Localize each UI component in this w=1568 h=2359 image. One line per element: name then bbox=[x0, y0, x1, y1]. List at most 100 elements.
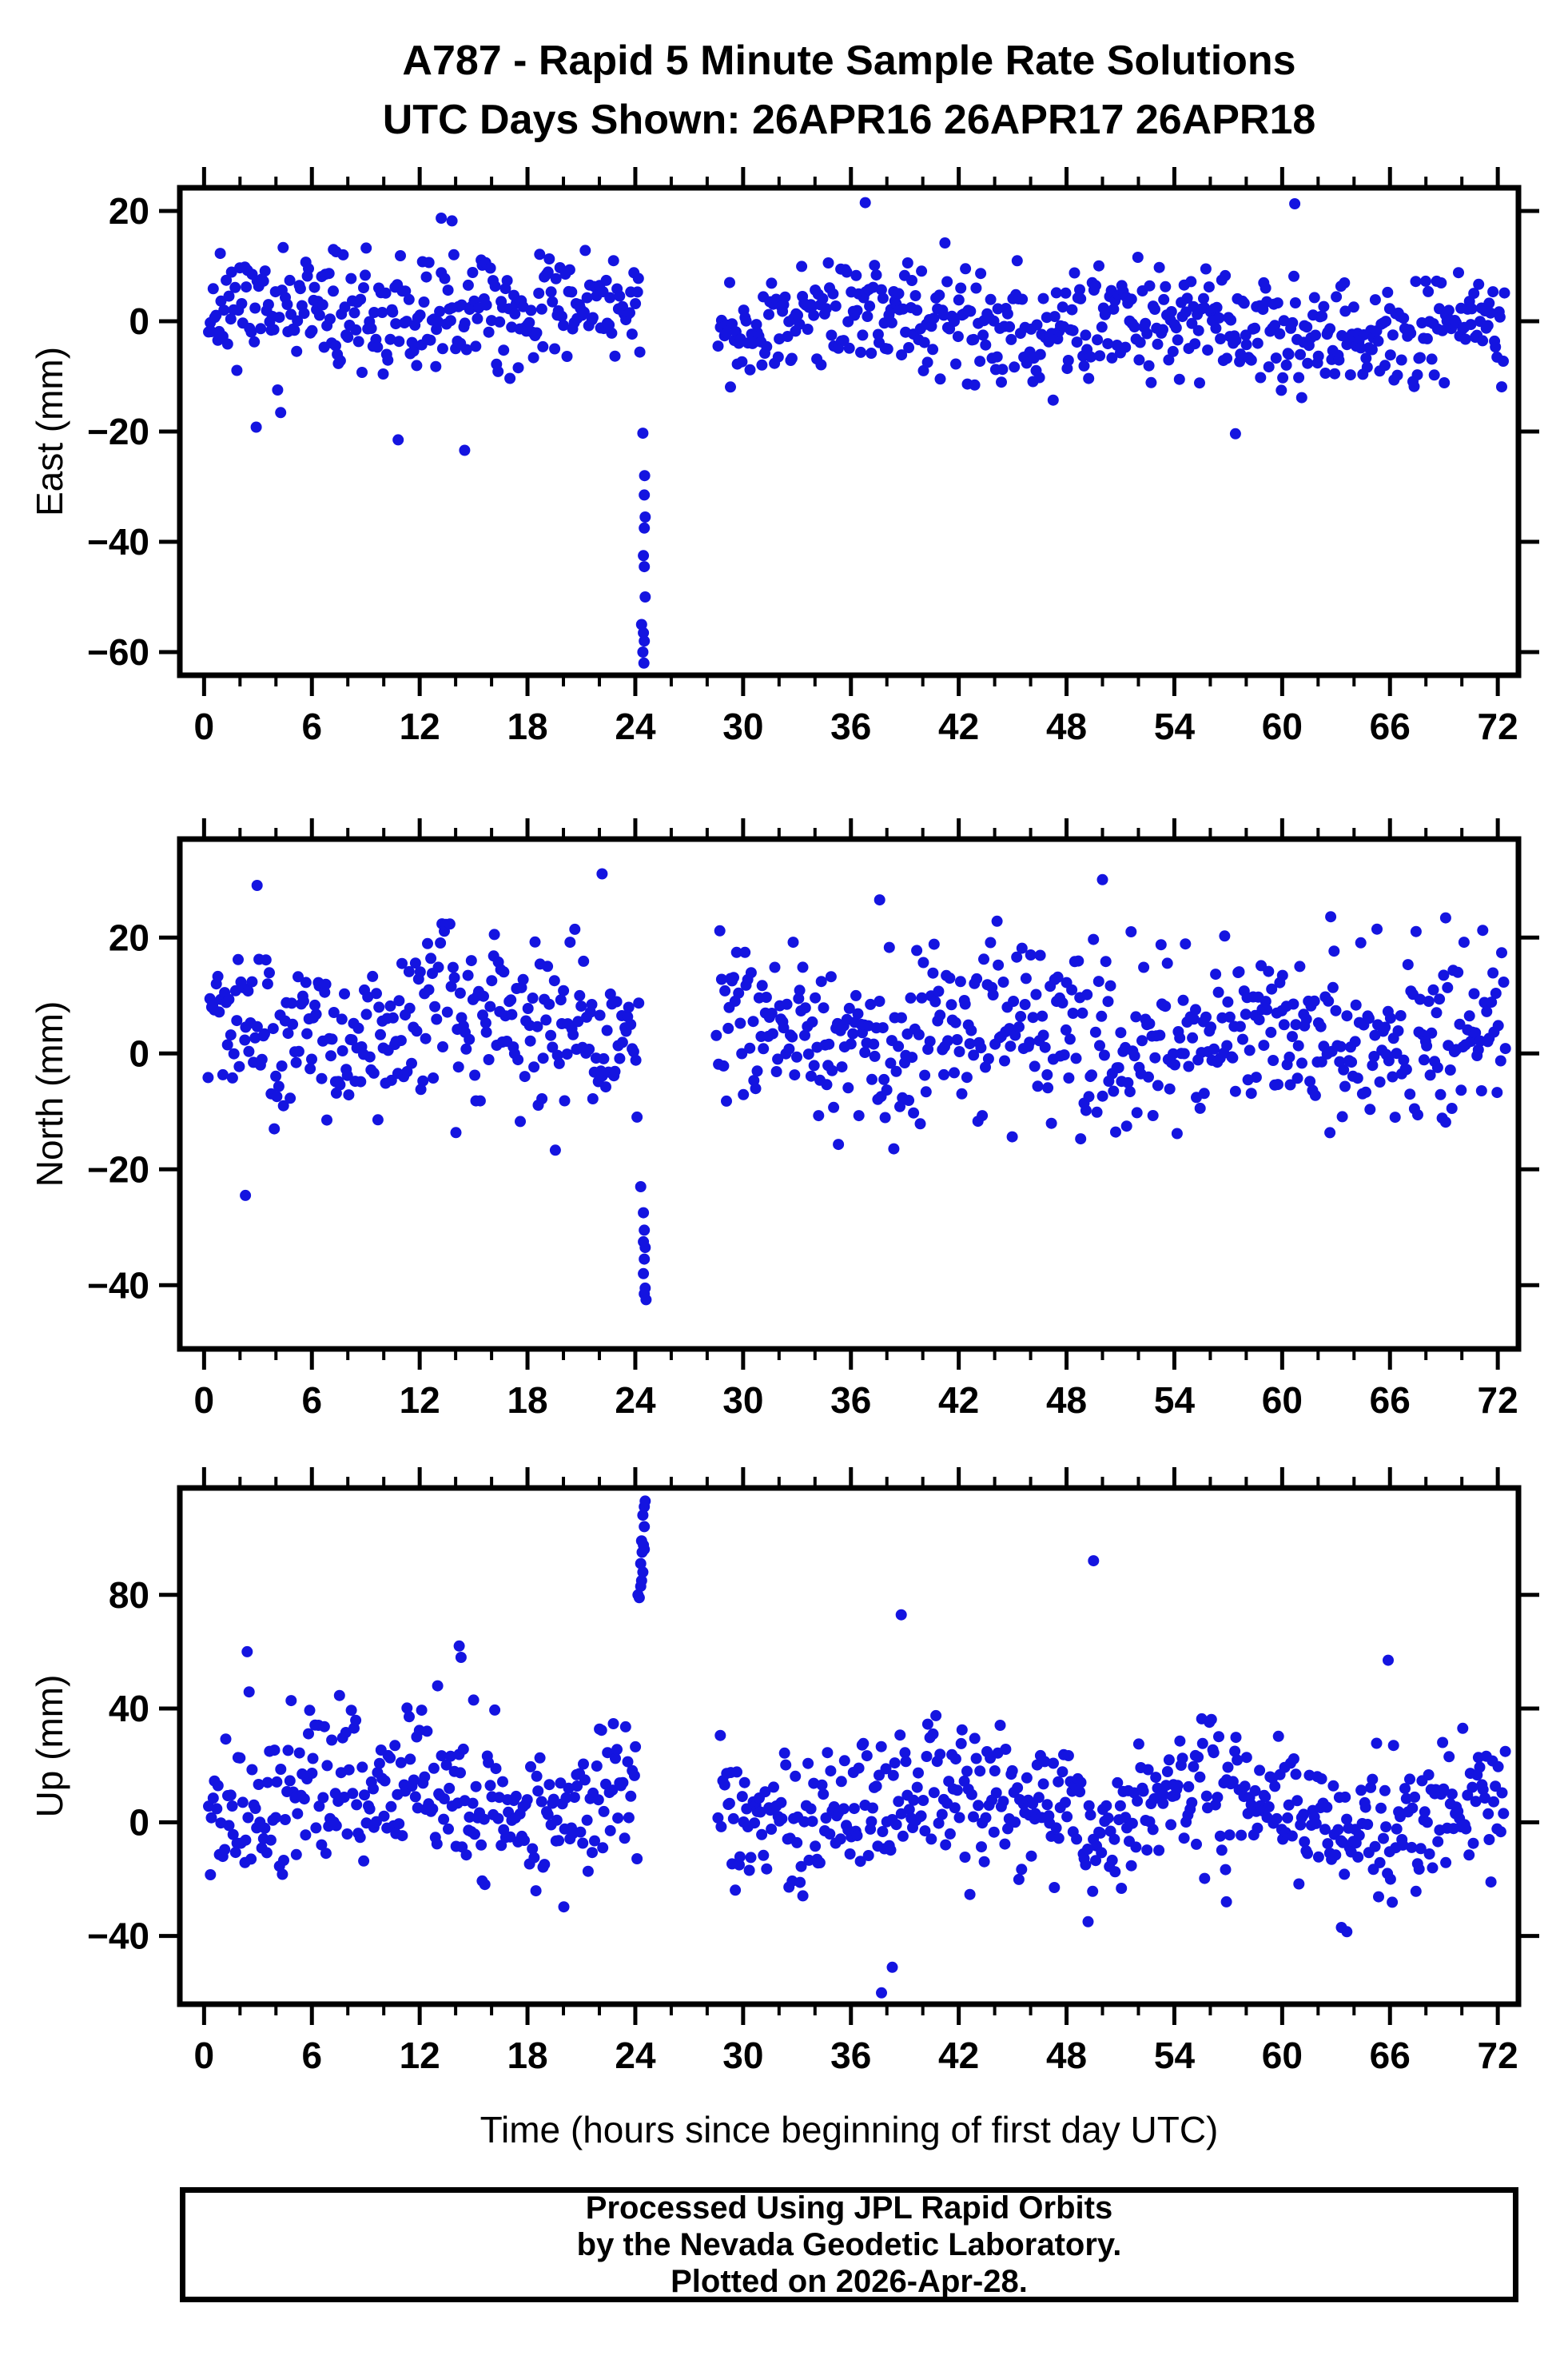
data-point bbox=[1310, 1817, 1322, 1829]
data-point bbox=[1087, 1885, 1099, 1897]
data-point bbox=[915, 1810, 927, 1822]
data-point bbox=[1192, 324, 1204, 336]
data-point bbox=[534, 1752, 546, 1764]
data-point bbox=[630, 298, 642, 309]
outlier-point bbox=[638, 1207, 650, 1219]
data-point bbox=[1494, 1055, 1506, 1067]
data-point bbox=[622, 1756, 634, 1768]
data-point bbox=[202, 1072, 214, 1084]
data-point bbox=[899, 1747, 911, 1759]
data-point bbox=[928, 938, 940, 950]
data-point bbox=[1100, 1800, 1112, 1812]
data-point bbox=[403, 965, 415, 977]
data-point bbox=[207, 283, 219, 295]
data-point bbox=[893, 1040, 905, 1052]
x-tick-label: 30 bbox=[722, 2035, 763, 2076]
data-point bbox=[806, 1816, 818, 1828]
data-point bbox=[862, 1850, 874, 1861]
data-point bbox=[868, 1038, 880, 1050]
data-point bbox=[1205, 1713, 1217, 1725]
data-point bbox=[1219, 930, 1231, 942]
data-point bbox=[736, 1048, 748, 1060]
outlier-point bbox=[635, 619, 647, 631]
data-point bbox=[445, 981, 457, 993]
data-point bbox=[730, 1884, 742, 1896]
data-point bbox=[772, 1053, 784, 1065]
data-point bbox=[1037, 1029, 1049, 1041]
data-point bbox=[1189, 338, 1201, 350]
data-point bbox=[480, 299, 492, 311]
data-point bbox=[338, 1792, 350, 1803]
data-point bbox=[791, 1051, 802, 1063]
x-tick-label: 54 bbox=[1154, 2035, 1196, 2076]
data-point bbox=[1229, 1085, 1241, 1097]
data-point bbox=[345, 1705, 357, 1717]
data-point bbox=[968, 333, 980, 345]
data-point bbox=[1287, 1031, 1298, 1043]
data-point bbox=[975, 1042, 987, 1054]
data-point bbox=[1276, 969, 1288, 981]
data-point bbox=[878, 1073, 890, 1085]
page-subtitle: UTC Days Shown: 26APR16 26APR17 26APR18 bbox=[382, 97, 1316, 143]
data-point bbox=[551, 1814, 563, 1826]
data-point bbox=[355, 293, 367, 305]
data-point bbox=[460, 344, 472, 356]
data-point bbox=[1487, 967, 1499, 979]
data-point bbox=[543, 1779, 555, 1791]
data-point bbox=[893, 1796, 905, 1808]
data-point bbox=[393, 1818, 405, 1830]
data-point bbox=[218, 304, 230, 316]
data-point bbox=[959, 998, 971, 1010]
x-tick-label: 12 bbox=[400, 706, 440, 747]
data-point bbox=[1153, 1844, 1165, 1856]
data-point bbox=[223, 993, 235, 1005]
data-point bbox=[1169, 1059, 1180, 1071]
data-point bbox=[782, 331, 794, 342]
data-point bbox=[462, 279, 474, 291]
data-point bbox=[484, 262, 496, 274]
data-point bbox=[1391, 369, 1403, 381]
data-point bbox=[968, 1811, 979, 1823]
data-point bbox=[1287, 998, 1299, 1010]
data-point bbox=[1327, 981, 1339, 993]
data-point bbox=[870, 1780, 882, 1792]
data-point bbox=[1373, 1891, 1384, 1903]
data-point bbox=[950, 358, 961, 370]
data-point bbox=[1426, 353, 1438, 365]
data-point bbox=[1108, 303, 1120, 315]
data-point bbox=[1220, 1864, 1232, 1876]
data-point bbox=[1016, 1864, 1028, 1876]
data-point bbox=[628, 1769, 640, 1781]
data-point bbox=[1057, 1766, 1069, 1778]
data-point bbox=[999, 1055, 1010, 1067]
data-point bbox=[792, 309, 803, 321]
data-point bbox=[372, 341, 384, 353]
data-point bbox=[486, 975, 498, 987]
data-point bbox=[1172, 1780, 1184, 1792]
data-point bbox=[1355, 1784, 1367, 1796]
data-point bbox=[317, 1792, 329, 1804]
data-point bbox=[547, 296, 559, 308]
data-point bbox=[1160, 1000, 1172, 1012]
data-point bbox=[560, 1792, 572, 1804]
data-point bbox=[1498, 287, 1510, 299]
data-point bbox=[851, 304, 863, 316]
data-point bbox=[901, 257, 913, 269]
data-point bbox=[806, 1016, 818, 1028]
data-point bbox=[523, 316, 535, 328]
data-point bbox=[1250, 1072, 1262, 1084]
data-point bbox=[1466, 303, 1478, 315]
data-point bbox=[1032, 1080, 1044, 1092]
data-point bbox=[1411, 369, 1423, 381]
data-point bbox=[1261, 1004, 1273, 1016]
outlier-point bbox=[639, 1521, 651, 1533]
data-point bbox=[257, 275, 269, 287]
data-point bbox=[1439, 377, 1451, 388]
data-point bbox=[1482, 1808, 1494, 1820]
data-point bbox=[968, 1049, 980, 1061]
data-point bbox=[531, 1770, 543, 1782]
data-point bbox=[1371, 923, 1383, 935]
data-point bbox=[632, 272, 644, 284]
data-point bbox=[1438, 969, 1450, 981]
data-point bbox=[569, 923, 581, 935]
